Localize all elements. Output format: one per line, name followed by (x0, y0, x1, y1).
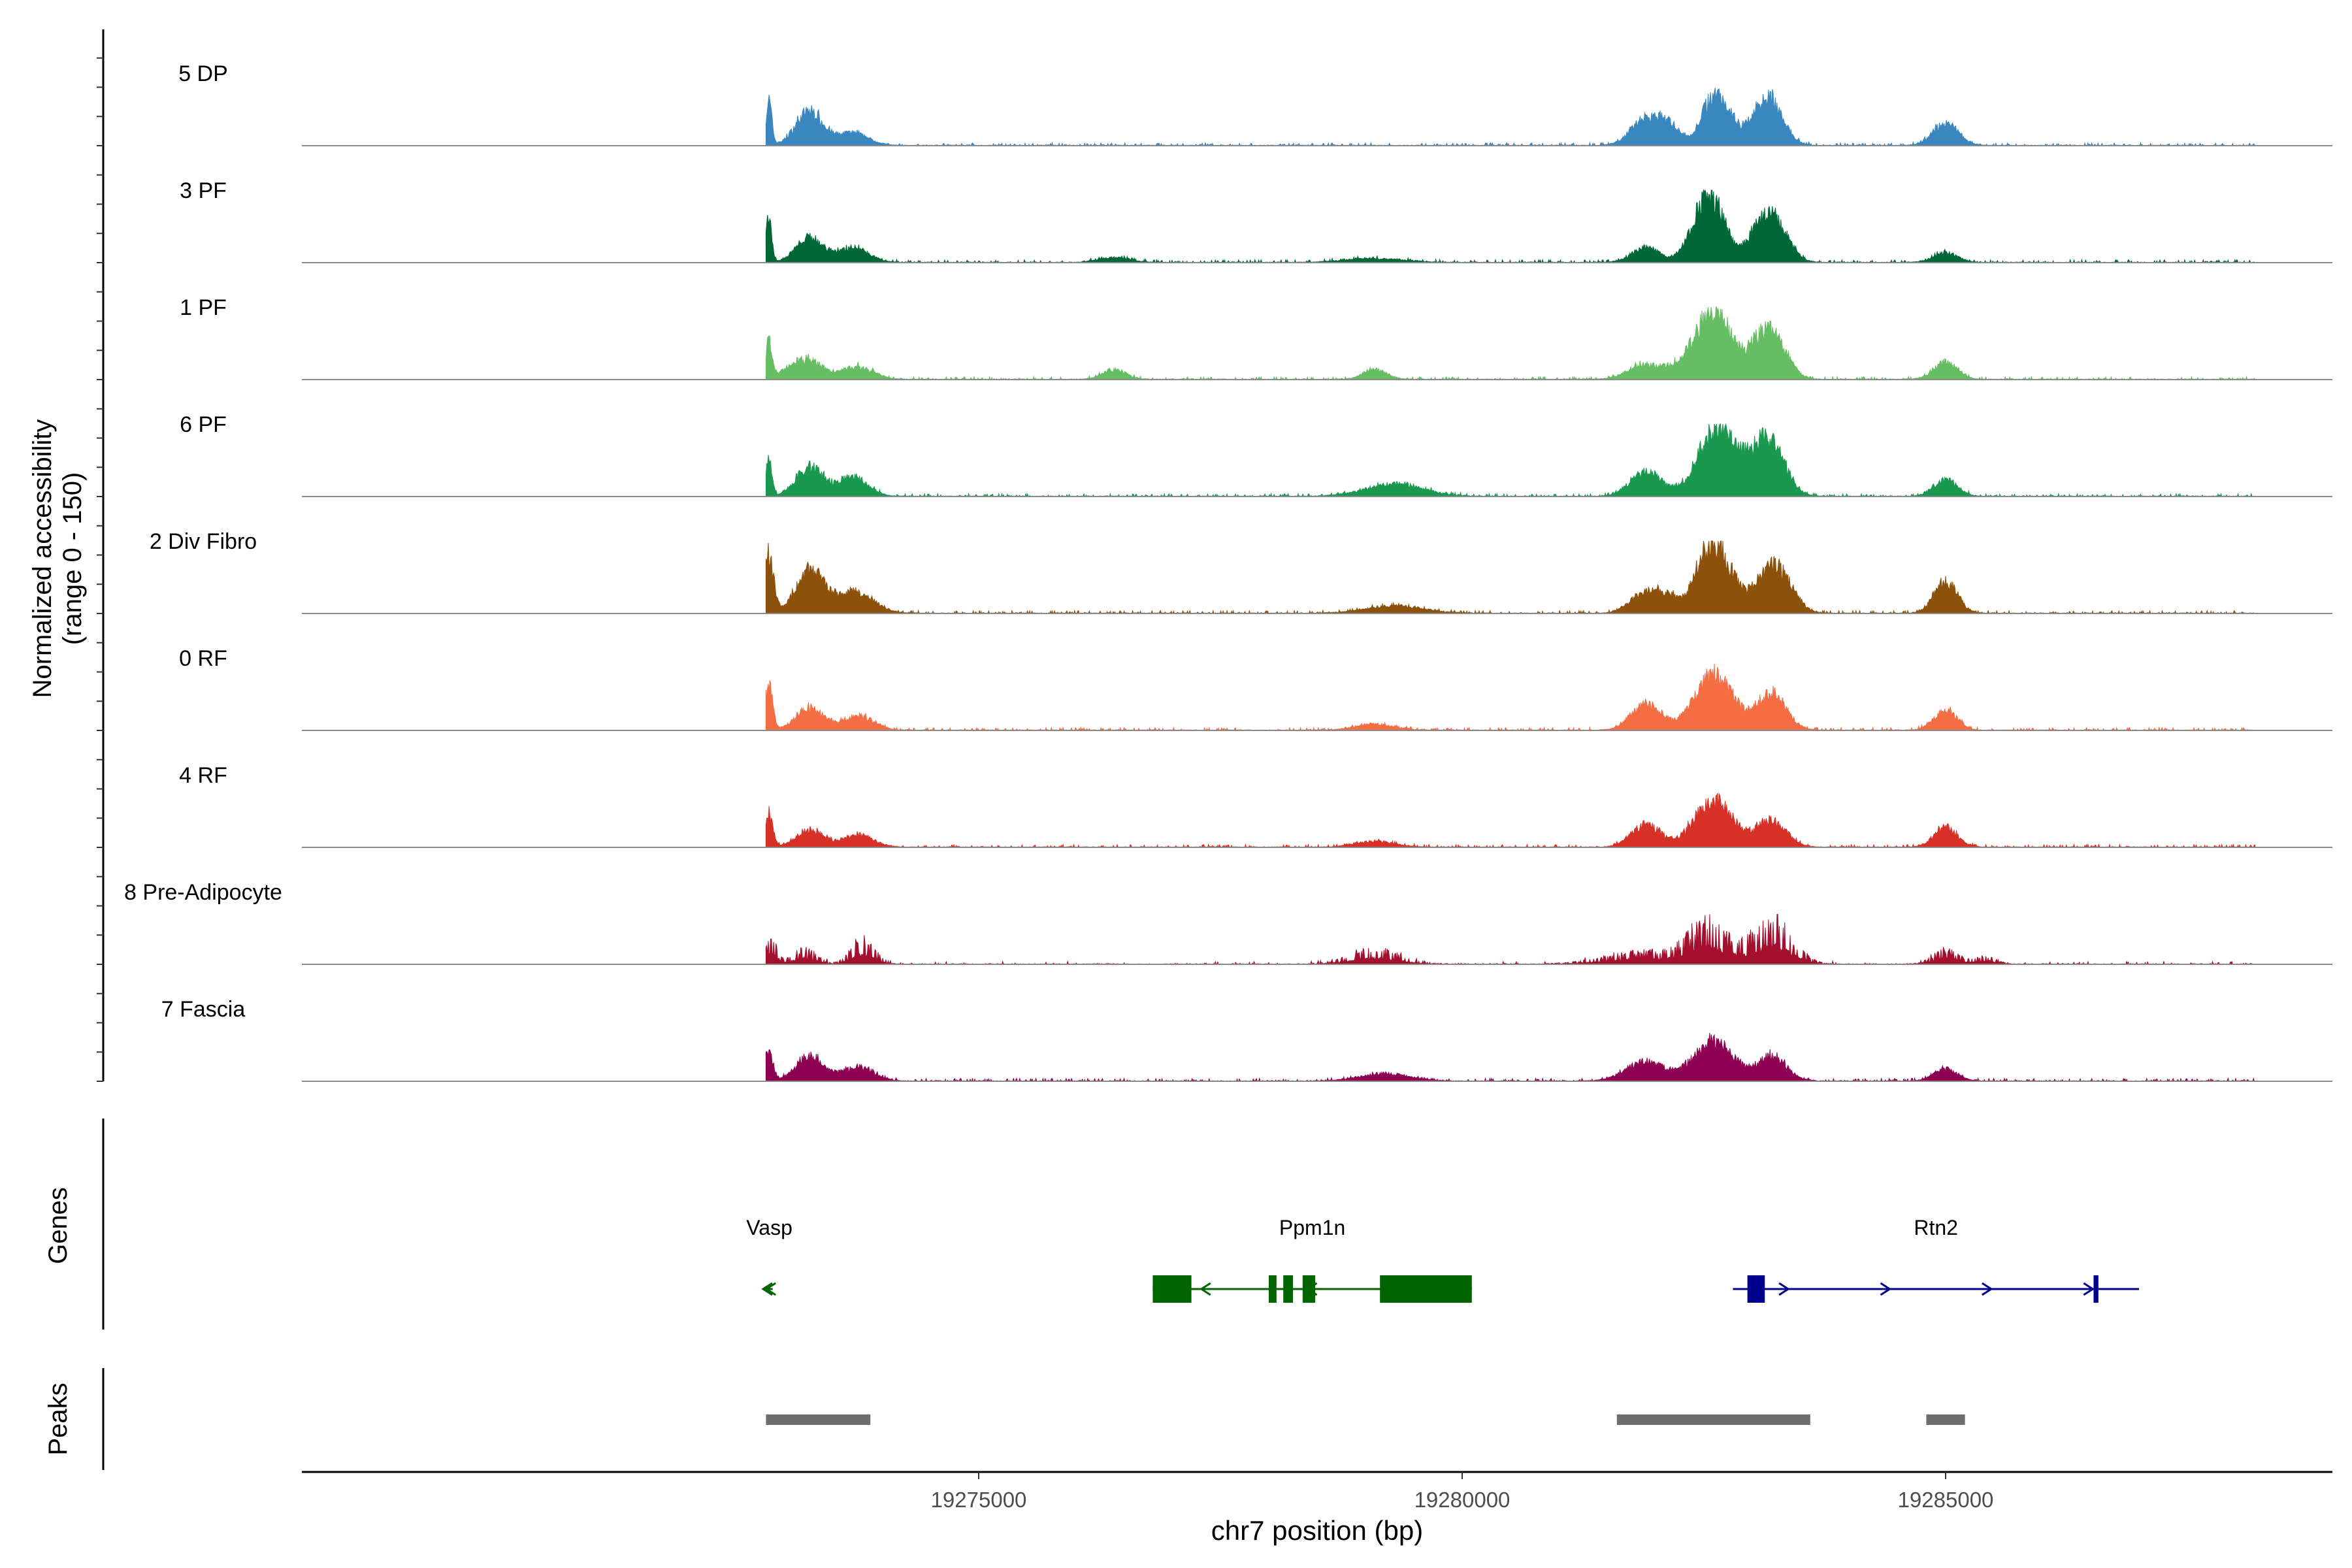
track-label: 3 PF (180, 178, 227, 203)
gene-rtn2: Rtn2 (1733, 1216, 2139, 1303)
track-label: 4 RF (179, 763, 227, 788)
coverage-area (765, 423, 2256, 498)
x-axis-ticks: 19275000 19280000 19285000 (931, 1472, 1994, 1512)
strand-arrow (1982, 1282, 1993, 1296)
gene-label: Vasp (746, 1216, 792, 1239)
track-label: 2 Div Fibro (150, 529, 257, 554)
y-axis-label-line2: (range 0 - 150) (58, 472, 87, 645)
y-axis-label-line1: Normalized accessibility (28, 419, 57, 698)
track-7-fascia: 7 Fascia (161, 997, 2332, 1083)
track-label: 5 DP (178, 61, 228, 86)
exon (1283, 1275, 1293, 1303)
track-8-pre-adipocyte: 8 Pre-Adipocyte (124, 880, 2332, 966)
strand-arrow (2083, 1282, 2095, 1296)
strand-arrow (1880, 1282, 1892, 1296)
peak-region (1926, 1414, 1965, 1425)
coverage-area (765, 540, 2256, 615)
exon (1269, 1275, 1277, 1303)
track-label: 0 RF (179, 646, 227, 671)
exon (1747, 1275, 1765, 1303)
strand-arrow (764, 1282, 776, 1296)
coverage-tracks: 5 DP 3 PF 1 PF 6 PF 2 Div Fibro 0 RF 4 RF 8 Pre… (124, 61, 2332, 1083)
coverage-area (765, 1032, 2256, 1083)
peak-region (1616, 1414, 1810, 1425)
strand-arrow (1778, 1282, 1790, 1296)
exon (1380, 1275, 1472, 1303)
exon (1152, 1275, 1192, 1303)
gene-vasp: Vasp (746, 1216, 792, 1296)
peak-region (766, 1414, 871, 1425)
strand-arrow (761, 1282, 773, 1296)
x-tick-label: 19275000 (931, 1488, 1027, 1512)
x-axis-label: chr7 position (bp) (1211, 1515, 1424, 1546)
x-tick-label: 19280000 (1414, 1488, 1511, 1512)
track-6-pf: 6 PF (180, 412, 2332, 498)
gene-ppm1n: Ppm1n (1152, 1216, 1472, 1303)
genes-track: Vasp Ppm1n Rtn2 (746, 1216, 2139, 1303)
track-1-pf: 1 PF (180, 295, 2332, 381)
exon (1302, 1275, 1316, 1303)
coverage-area (765, 913, 2256, 966)
coverage-area (765, 88, 2256, 147)
genes-track-label: Genes (44, 1187, 73, 1264)
track-label: 6 PF (180, 412, 227, 437)
exon (2093, 1275, 2099, 1303)
x-tick-label: 19285000 (1898, 1488, 1994, 1512)
track-2-div-fibro: 2 Div Fibro (150, 529, 2332, 615)
track-5-dp: 5 DP (178, 61, 2332, 147)
track-label: 8 Pre-Adipocyte (124, 880, 282, 905)
coverage-area (765, 792, 2256, 849)
gene-label: Rtn2 (1914, 1216, 1958, 1239)
strand-arrow (1200, 1282, 1211, 1296)
track-3-pf: 3 PF (180, 178, 2332, 264)
coverage-area (765, 663, 2256, 732)
coverage-y-ticks (97, 57, 103, 1082)
coverage-area (765, 306, 2256, 381)
peaks-track-label: Peaks (44, 1382, 73, 1455)
peaks-track (766, 1414, 1965, 1425)
track-label: 7 Fascia (161, 997, 246, 1022)
coverage-area (765, 189, 2256, 264)
gene-label: Ppm1n (1279, 1216, 1345, 1239)
track-4-rf: 4 RF (179, 763, 2332, 849)
track-label: 1 PF (180, 295, 227, 320)
track-0-rf: 0 RF (179, 646, 2332, 732)
